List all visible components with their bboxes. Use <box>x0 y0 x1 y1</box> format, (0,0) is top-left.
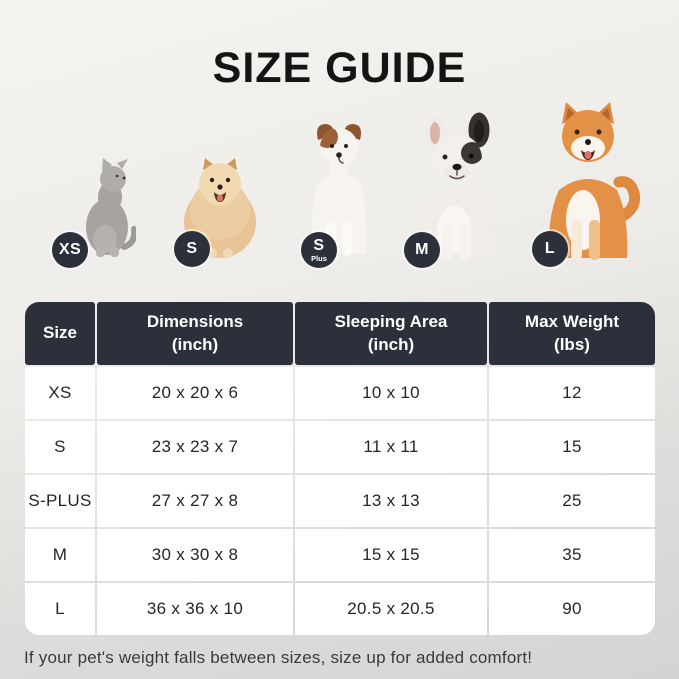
cell-sleeping-area-m: 15 x 15 <box>295 529 487 581</box>
cell-size-l: L <box>25 583 95 635</box>
cell-dimensions-xs: 20 x 20 x 6 <box>97 367 293 419</box>
footer-note: If your pet's weight falls between sizes… <box>24 648 533 667</box>
cell-dimensions-l: 36 x 36 x 10 <box>97 583 293 635</box>
french-bulldog-image <box>414 112 500 262</box>
column-header-size: Size <box>25 302 95 365</box>
cat-illustration <box>86 158 136 257</box>
column-header-sleeping-area: Sleeping Area (inch) <box>295 302 487 365</box>
shiba-inu-image <box>535 98 641 262</box>
shiba-inu-illustration <box>548 102 641 260</box>
size-badge-xs: XS <box>52 232 88 268</box>
cell-max-weight-s-plus: 25 <box>489 475 655 527</box>
cell-max-weight-s: 15 <box>489 421 655 473</box>
cell-max-weight-m: 35 <box>489 529 655 581</box>
size-badge-s-plus: S Plus <box>301 232 337 268</box>
size-badge-label: S <box>313 236 325 254</box>
cell-sleeping-area-xs: 10 x 10 <box>295 367 487 419</box>
pomeranian-image <box>181 152 259 260</box>
cell-size-s: S <box>25 421 95 473</box>
pets-row: XS S S Plus M L <box>0 0 679 285</box>
size-badge-label: L <box>544 240 556 257</box>
column-header-max-weight: Max Weight (lbs) <box>489 302 655 365</box>
size-badge-label: XS <box>58 241 82 258</box>
size-badge-sublabel: Plus <box>311 253 327 263</box>
size-table: Size Dimensions (inch) Sleeping Area (in… <box>25 302 655 635</box>
cell-sleeping-area-s-plus: 13 x 13 <box>295 475 487 527</box>
cell-max-weight-l: 90 <box>489 583 655 635</box>
cell-max-weight-xs: 12 <box>489 367 655 419</box>
size-badge-label: S <box>186 240 198 257</box>
cell-dimensions-s-plus: 27 x 27 x 8 <box>97 475 293 527</box>
cell-size-m: M <box>25 529 95 581</box>
size-badge-l: L <box>532 231 568 267</box>
cell-size-xs: XS <box>25 367 95 419</box>
size-badge-label: M <box>415 241 429 258</box>
cat-image <box>80 155 136 258</box>
column-header-dimensions: Dimensions (inch) <box>97 302 293 365</box>
cell-sleeping-area-l: 20.5 x 20.5 <box>295 583 487 635</box>
cell-size-s-plus: S-PLUS <box>25 475 95 527</box>
size-badge-s: S <box>174 231 210 267</box>
cell-dimensions-s: 23 x 23 x 7 <box>97 421 293 473</box>
cell-dimensions-m: 30 x 30 x 8 <box>97 529 293 581</box>
french-bulldog-illustration <box>421 112 493 260</box>
page-title: SIZE GUIDE <box>212 44 467 92</box>
pomeranian-illustration <box>184 158 256 258</box>
size-badge-m: M <box>404 232 440 268</box>
cell-sleeping-area-s: 11 x 11 <box>295 421 487 473</box>
